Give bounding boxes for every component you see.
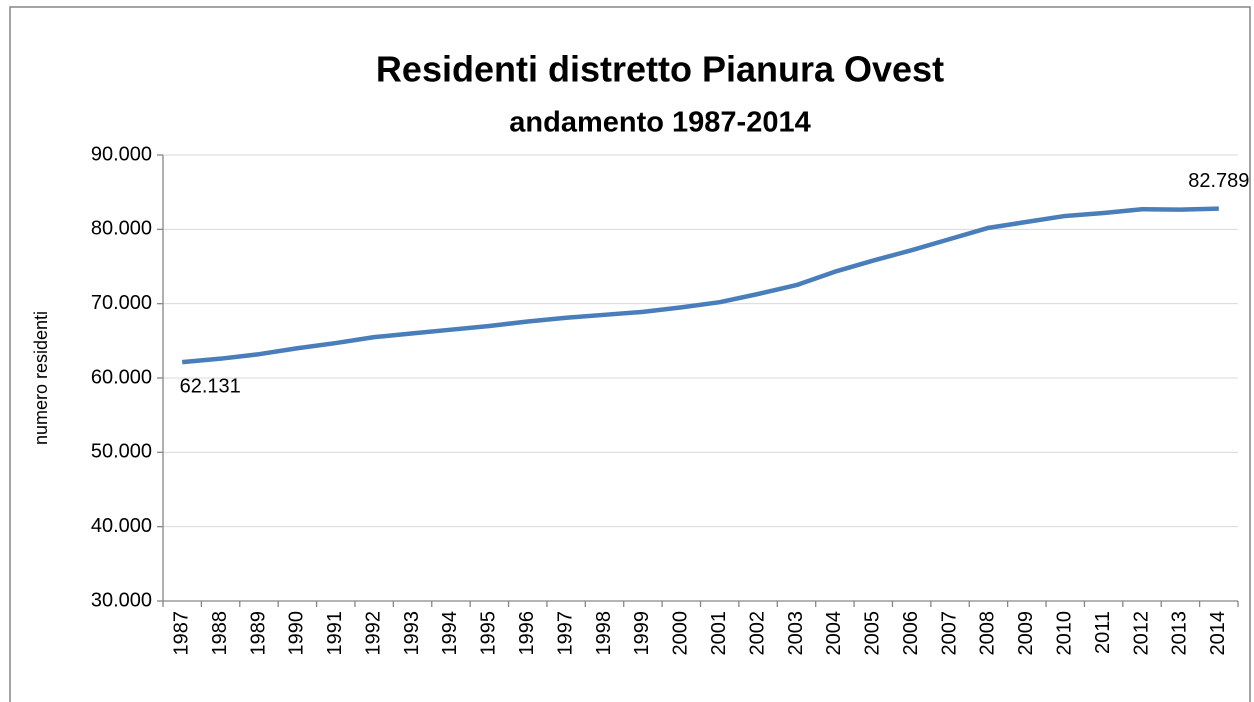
x-tick-label: 1989: [247, 611, 269, 656]
x-tick-label: 2009: [1015, 611, 1037, 656]
x-tick-label: 1990: [286, 611, 308, 656]
y-tick-label: 50.000: [91, 441, 152, 463]
x-tick-label: 1992: [362, 611, 384, 656]
x-tick-label: 1998: [593, 611, 615, 656]
x-tick-label: 2011: [1092, 611, 1114, 654]
x-tick-label: 2002: [746, 611, 768, 656]
y-tick-label: 40.000: [91, 515, 152, 537]
y-tick-label: 70.000: [91, 292, 152, 314]
x-tick-label: 2001: [708, 611, 730, 656]
data-label: 62.131: [180, 375, 241, 397]
x-tick-label: 1997: [554, 611, 576, 656]
chart-title: Residenti distretto Pianura Ovest: [376, 49, 944, 90]
x-tick-label: 2005: [862, 611, 884, 656]
x-tick-label: 2000: [670, 611, 692, 656]
x-tick-label: 1988: [209, 611, 231, 656]
x-tick-label: 1994: [439, 611, 461, 656]
x-tick-label: 2006: [900, 611, 922, 656]
chart-subtitle: andamento 1987-2014: [509, 107, 810, 139]
x-tick-label: 2012: [1130, 611, 1152, 656]
x-tick-label: 2007: [938, 611, 960, 656]
x-tick-label: 2010: [1054, 611, 1076, 656]
y-tick-label: 80.000: [91, 218, 152, 240]
x-tick-label: 1987: [170, 611, 192, 656]
x-tick-label: 1993: [401, 611, 423, 656]
x-tick-label: 1991: [324, 611, 346, 656]
x-tick-label: 2003: [785, 611, 807, 656]
x-tick-label: 2004: [823, 611, 845, 656]
x-tick-label: 1995: [478, 611, 500, 656]
chart-frame: [9, 6, 1251, 702]
y-tick-label: 30.000: [91, 589, 152, 611]
y-tick-label: 90.000: [91, 143, 152, 165]
y-tick-label: 60.000: [91, 366, 152, 388]
x-tick-label: 1996: [516, 611, 538, 656]
x-tick-label: 2014: [1207, 611, 1229, 656]
x-tick-label: 1999: [631, 611, 653, 656]
y-axis-label: numero residenti: [31, 311, 51, 445]
line: [181, 206, 1219, 365]
x-tick-label: 2008: [977, 611, 999, 656]
x-tick-label: 2013: [1169, 611, 1191, 656]
data-label: 82.789: [1188, 170, 1249, 192]
